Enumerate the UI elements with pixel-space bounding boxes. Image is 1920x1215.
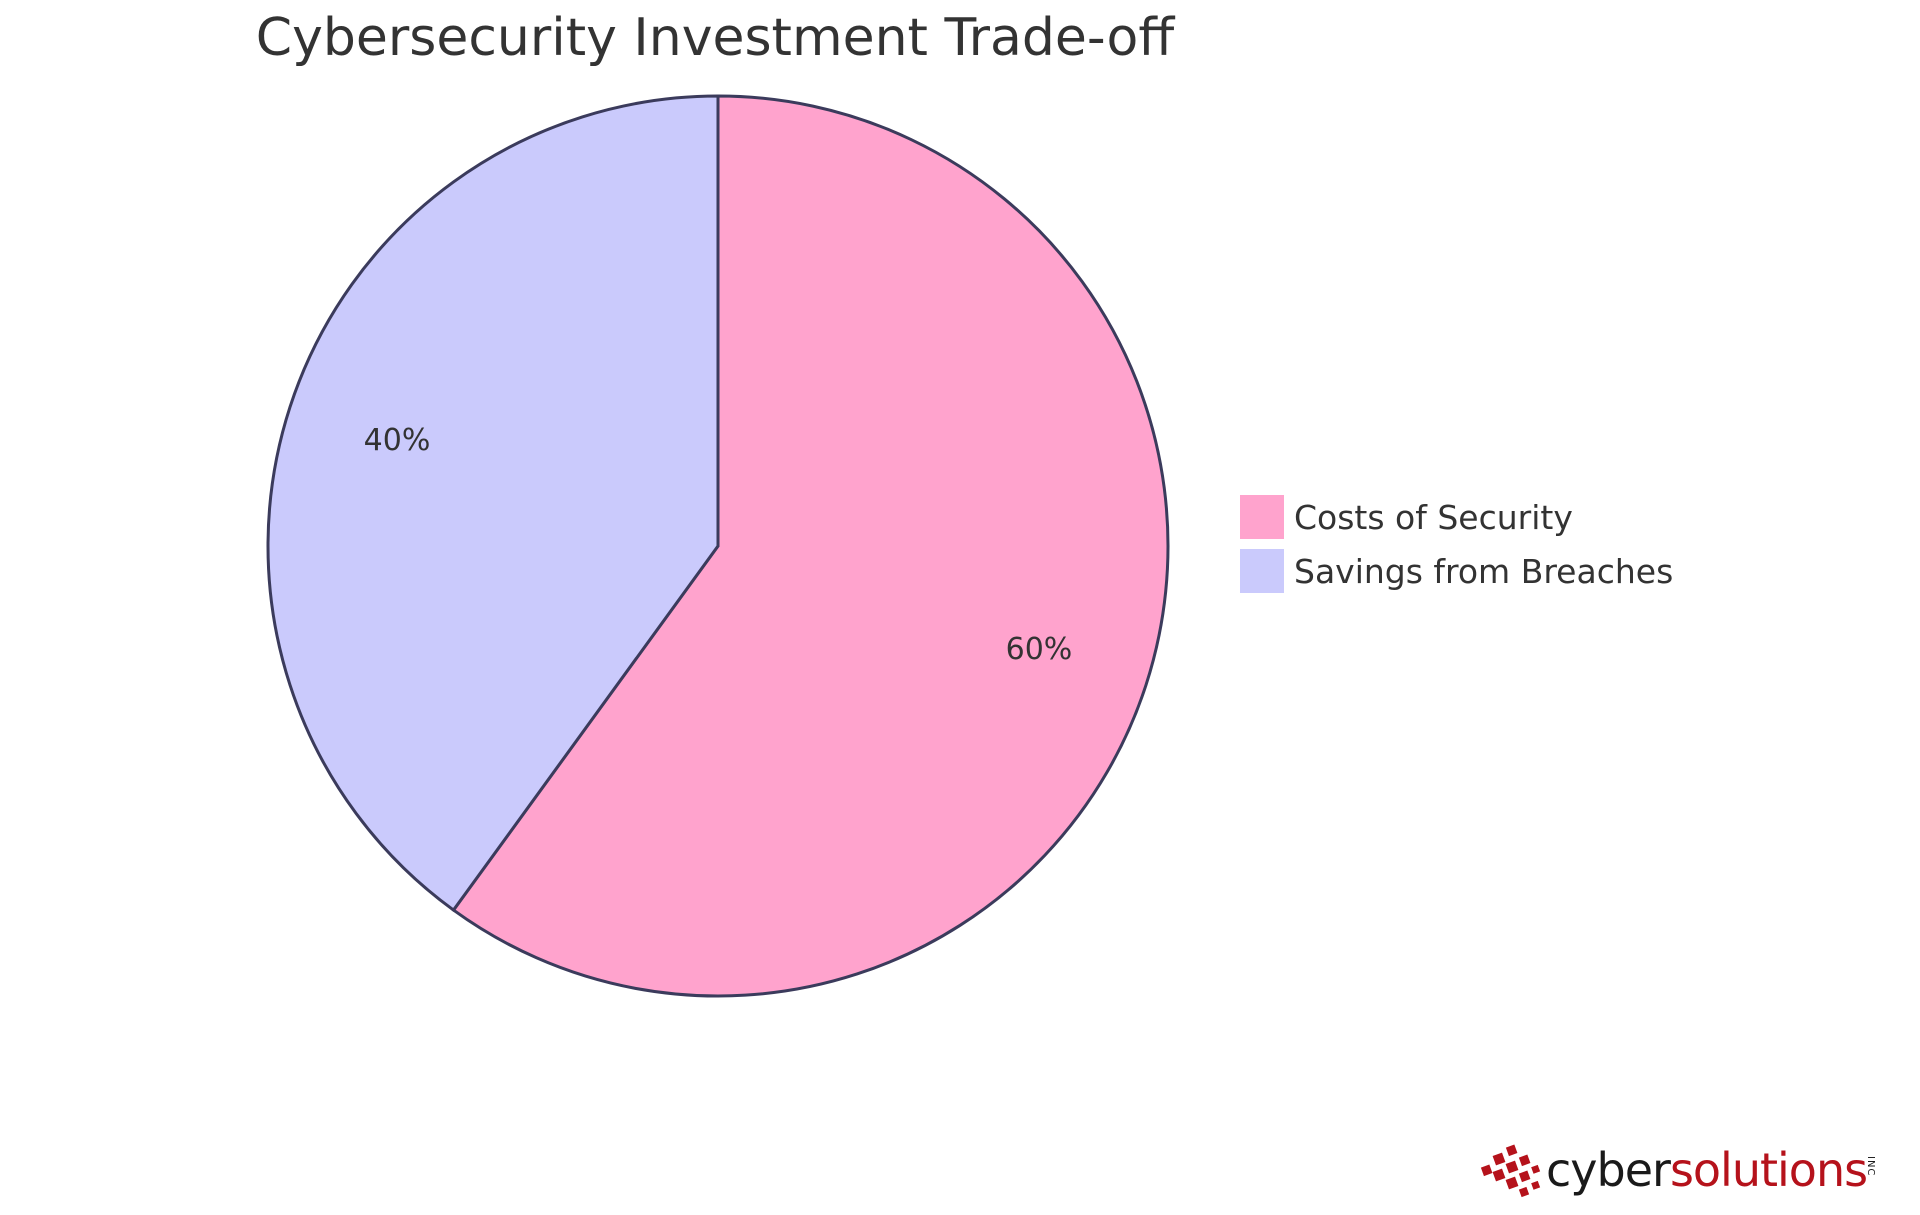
legend-item-savings-from-breaches: Savings from Breaches: [1240, 544, 1673, 598]
pie-label-costs-of-security: 60%: [1006, 632, 1073, 667]
logo-word-solutions: solutions: [1669, 1143, 1868, 1197]
legend-label-savings-from-breaches: Savings from Breaches: [1294, 551, 1674, 591]
legend: Costs of Security Savings from Breaches: [1240, 490, 1673, 598]
logo-mark-icon: [1480, 1144, 1541, 1198]
pie-slice-savings-from-breaches: [266, 94, 720, 913]
legend-label-costs-of-security: Costs of Security: [1294, 497, 1573, 537]
logo-wordmark: cybersolutions: [1546, 1140, 1868, 1200]
pie-slice-costs-of-security: [451, 94, 1170, 998]
pie-slices: [266, 94, 1170, 998]
legend-swatch-costs-of-security: [1240, 495, 1284, 539]
logo-word-cyber: cyber: [1546, 1143, 1671, 1197]
pie-slice-labels: 60% 40%: [364, 423, 1073, 667]
legend-item-costs-of-security: Costs of Security: [1240, 490, 1673, 544]
chart-title: Cybersecurity Investment Trade-off: [255, 8, 1175, 68]
brand-logo: cybersolutions INC: [1480, 1140, 1880, 1210]
pie-label-savings-from-breaches: 40%: [364, 423, 431, 458]
logo-inc: INC: [1865, 1156, 1876, 1177]
legend-swatch-savings-from-breaches: [1240, 549, 1284, 593]
